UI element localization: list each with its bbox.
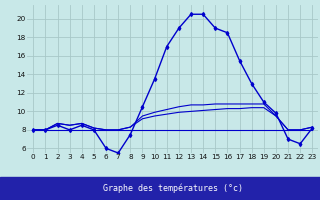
Text: Graphe des températures (°c): Graphe des températures (°c) [103,184,243,193]
